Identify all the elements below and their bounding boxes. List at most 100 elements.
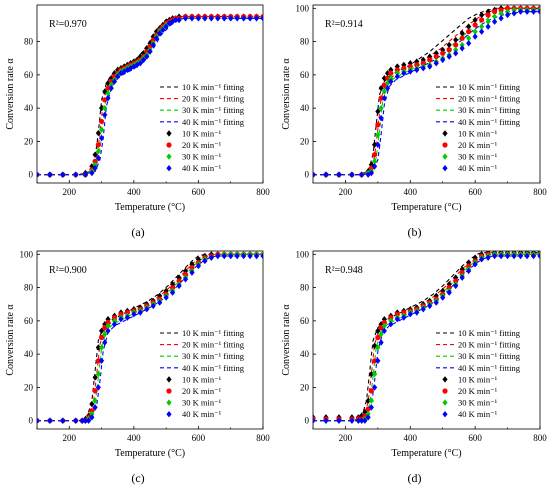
x-axis-label: Temperature (°C) [115, 202, 185, 213]
data-point [105, 322, 111, 330]
data-point [124, 309, 130, 316]
panel-label: (a) [131, 225, 144, 239]
data-point [530, 8, 537, 15]
r-squared-annotation: R²=0.914 [325, 19, 363, 30]
data-point [427, 302, 433, 310]
legend-entry: 10 K min⁻¹ [458, 128, 498, 138]
data-point [378, 339, 384, 346]
data-point [446, 53, 452, 60]
legend-entry: 20 K min⁻¹ fitting [182, 94, 245, 104]
legend-entry: 40 K min⁻¹ [182, 163, 222, 173]
x-tick-label: 400 [404, 433, 418, 443]
data-point [98, 104, 105, 112]
data-point [504, 11, 511, 19]
data-point [479, 256, 485, 263]
x-tick-label: 800 [256, 433, 270, 443]
data-point [102, 339, 108, 346]
data-point [150, 302, 156, 310]
data-point [365, 171, 371, 178]
data-point [414, 309, 420, 316]
data-point [234, 252, 240, 260]
y-axis-label: Conversion rate α [281, 58, 292, 130]
data-point [485, 8, 491, 15]
data-point [498, 7, 504, 13]
data-point [153, 35, 160, 42]
data-point [82, 417, 89, 424]
legend-entry: 40 K min⁻¹ fitting [182, 363, 245, 373]
data-point [111, 314, 118, 321]
panel-label: (c) [131, 471, 144, 485]
legend-entry: 40 K min⁻¹ [458, 409, 498, 419]
data-point [160, 26, 166, 34]
data-point [401, 61, 407, 69]
data-point [372, 141, 378, 148]
data-point [446, 41, 452, 49]
data-point [247, 252, 253, 260]
legend-entry: 20 K min⁻¹ fitting [458, 340, 521, 350]
data-point [241, 15, 247, 22]
data-point [105, 319, 111, 326]
data-point [511, 10, 517, 17]
data-point [466, 23, 472, 30]
data-point [433, 60, 439, 67]
legend-entry: 30 K min⁻¹ fitting [458, 105, 521, 115]
data-point [336, 417, 342, 424]
legend-entry: 20 K min⁻¹ fitting [458, 94, 521, 104]
data-point [378, 84, 384, 92]
data-point [173, 16, 179, 24]
data-point [384, 84, 391, 92]
data-point [365, 414, 371, 421]
y-axis-label: Conversion rate α [281, 304, 292, 376]
legend-entry: 30 K min⁻¹ [458, 398, 498, 408]
data-point [86, 417, 92, 424]
legend-marker-swatch [442, 399, 448, 406]
data-point [124, 314, 130, 321]
data-point [118, 311, 124, 317]
data-point [368, 397, 374, 404]
y-tick-label: 40 [24, 349, 34, 359]
data-point [511, 252, 517, 260]
data-point [362, 417, 368, 424]
y-tick-label: 80 [24, 283, 34, 293]
legend-entry: 10 K min⁻¹ [182, 128, 222, 138]
data-point [372, 152, 378, 158]
data-point [92, 164, 98, 172]
x-tick-label: 400 [127, 433, 141, 443]
data-point [95, 358, 101, 364]
data-point [118, 70, 124, 77]
fitting-line [37, 253, 263, 422]
data-point [440, 50, 446, 56]
data-point [492, 18, 498, 25]
data-point [375, 334, 381, 341]
y-tick-label: 80 [24, 37, 34, 47]
data-point [37, 171, 40, 178]
data-point [89, 410, 95, 418]
data-point [253, 252, 260, 260]
data-point [260, 15, 263, 22]
data-point [182, 271, 189, 277]
data-point [336, 171, 342, 178]
data-point [92, 151, 98, 158]
data-point [221, 15, 227, 22]
data-point [144, 53, 150, 60]
data-point [446, 284, 452, 291]
chart-panel: 200 400 600 800 0 20 40 60 80 Temperature (°C) Con… [5, 4, 270, 239]
data-point [105, 94, 111, 102]
y-tick-label: 0 [305, 170, 310, 180]
data-point [372, 163, 378, 170]
data-point [378, 114, 384, 122]
data-point [433, 53, 439, 60]
data-point [381, 327, 387, 335]
y-tick-label: 20 [300, 136, 310, 146]
data-point [459, 45, 465, 52]
data-point [140, 56, 147, 64]
data-point [241, 252, 247, 260]
data-point [394, 67, 400, 73]
r-squared-annotation: R²=0.970 [49, 19, 87, 30]
y-tick-label: 0 [29, 170, 34, 180]
data-point [89, 169, 95, 177]
chart-panel: 200 400 600 800 0 20 40 60 80 100 Temperature (°C)… [281, 3, 547, 239]
data-point [375, 344, 381, 351]
fitting-line [37, 255, 263, 422]
data-point [375, 122, 381, 128]
